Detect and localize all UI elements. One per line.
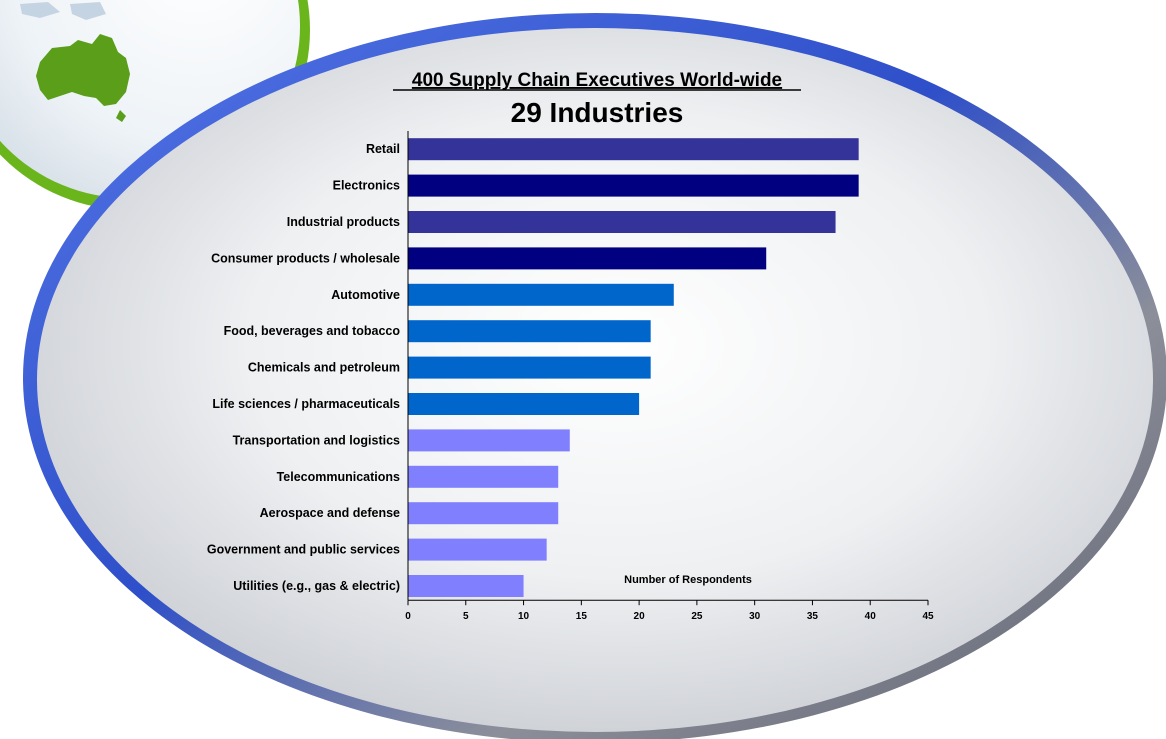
category-label: Transportation and logistics [233, 433, 400, 447]
category-label: Automotive [331, 288, 400, 302]
bar [408, 320, 651, 343]
category-label: Government and public services [207, 543, 400, 557]
category-label: Aerospace and defense [260, 506, 400, 520]
category-label: Life sciences / pharmaceuticals [212, 397, 400, 411]
bar [408, 138, 859, 161]
category-label: Chemicals and petroleum [248, 361, 400, 375]
bar [408, 356, 651, 379]
x-tick-label: 10 [518, 611, 530, 622]
bar [408, 393, 640, 415]
x-tick-label: 30 [749, 611, 761, 622]
category-label: Food, beverages and tobacco [224, 324, 401, 338]
australia-icon [36, 34, 130, 106]
bar [408, 429, 570, 452]
category-label: Retail [366, 142, 400, 156]
bar [408, 283, 674, 306]
bar [408, 465, 559, 488]
x-tick-label: 0 [405, 611, 411, 622]
category-label: Industrial products [287, 215, 400, 229]
category-label: Utilities (e.g., gas & electric) [233, 579, 400, 593]
x-tick-label: 20 [634, 611, 646, 622]
bar [408, 247, 767, 270]
bar [408, 211, 836, 233]
category-label: Electronics [333, 179, 400, 193]
x-tick-label: 45 [922, 611, 934, 622]
x-axis-label: Number of Respondents [624, 574, 752, 586]
bar [408, 538, 547, 561]
chart-title: 400 Supply Chain Executives World-wide [412, 70, 782, 91]
category-label: Consumer products / wholesale [211, 251, 400, 265]
x-tick-label: 35 [807, 611, 819, 622]
category-label: Telecommunications [277, 470, 400, 484]
x-tick-label: 5 [463, 611, 469, 622]
bar [408, 502, 559, 525]
bar [408, 174, 859, 197]
chart-subtitle: 29 Industries [511, 97, 684, 128]
x-tick-label: 40 [865, 611, 877, 622]
x-tick-label: 25 [691, 611, 703, 622]
x-tick-label: 15 [576, 611, 588, 622]
bar-chart: Retail Electronics Industrial products Cons… [207, 131, 934, 622]
bar [408, 575, 524, 597]
